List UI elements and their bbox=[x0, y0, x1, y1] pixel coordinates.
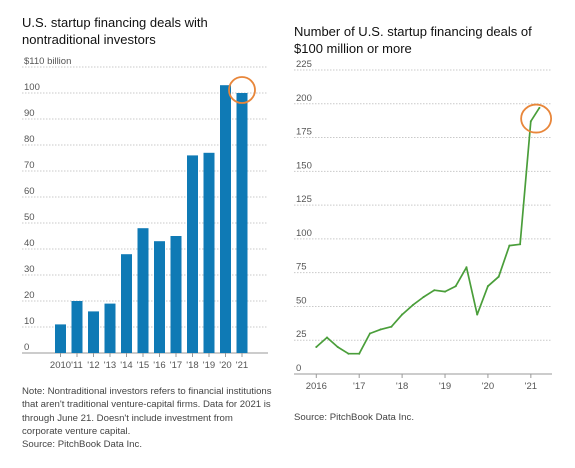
data-point bbox=[326, 336, 329, 339]
data-point bbox=[315, 345, 318, 348]
y-tick-label: 25 bbox=[296, 329, 307, 340]
x-tick-label: '17 bbox=[170, 360, 182, 371]
y-tick-label: 50 bbox=[296, 295, 307, 306]
y-tick-label: 0 bbox=[24, 342, 29, 353]
bar bbox=[121, 254, 132, 353]
y-tick-label: 70 bbox=[24, 160, 35, 171]
data-point bbox=[336, 345, 339, 348]
data-point bbox=[379, 328, 382, 331]
y-tick-label: $110 billion bbox=[24, 56, 71, 67]
y-tick-label: 60 bbox=[24, 186, 35, 197]
y-tick-label: 50 bbox=[24, 212, 35, 223]
note-text: Note: Nontraditional investors refers to… bbox=[22, 386, 272, 437]
x-tick-label: '14 bbox=[120, 360, 132, 371]
x-tick-label: '11 bbox=[71, 360, 83, 371]
x-tick-label: '13 bbox=[104, 360, 116, 371]
x-tick-label: '15 bbox=[137, 360, 149, 371]
bar bbox=[170, 236, 182, 353]
data-point bbox=[411, 304, 414, 307]
data-point bbox=[358, 352, 361, 355]
data-point bbox=[529, 120, 532, 123]
left-chart-note: Note: Nontraditional investors refers to… bbox=[22, 385, 272, 451]
y-tick-label: 150 bbox=[296, 160, 312, 171]
x-tick-label: '16 bbox=[153, 360, 165, 371]
right-source-text: Source: PitchBook Data Inc. bbox=[294, 412, 414, 423]
data-point bbox=[476, 313, 479, 316]
data-point bbox=[347, 352, 350, 355]
bar bbox=[220, 85, 231, 353]
y-tick-label: 90 bbox=[24, 108, 35, 119]
y-tick-label: 20 bbox=[24, 290, 35, 301]
x-tick-label: 2016 bbox=[306, 381, 327, 392]
x-tick-label: '21 bbox=[236, 360, 248, 371]
y-tick-label: 40 bbox=[24, 238, 35, 249]
highlight-circle bbox=[228, 76, 256, 104]
data-point bbox=[422, 295, 425, 298]
x-tick-label: '20 bbox=[219, 360, 231, 371]
y-tick-label: 200 bbox=[296, 93, 312, 104]
bar bbox=[104, 303, 116, 353]
data-point bbox=[401, 313, 404, 316]
data-point bbox=[454, 285, 457, 288]
bar bbox=[137, 228, 149, 353]
x-tick-label: '21 bbox=[525, 381, 537, 392]
data-point bbox=[433, 289, 436, 292]
x-tick-label: '18 bbox=[396, 381, 408, 392]
highlight-circle bbox=[520, 103, 553, 134]
y-tick-label: 125 bbox=[296, 194, 312, 205]
x-tick-label: '12 bbox=[87, 360, 99, 371]
left-source-text: Source: PitchBook Data Inc. bbox=[22, 439, 142, 451]
right-chart-title: Number of U.S. startup financing deals o… bbox=[294, 24, 532, 56]
data-point bbox=[444, 290, 447, 293]
bar bbox=[236, 93, 248, 353]
x-tick-label: 2010 bbox=[50, 360, 71, 371]
bar bbox=[187, 155, 198, 353]
y-tick-label: 0 bbox=[296, 363, 301, 374]
bar bbox=[55, 324, 66, 353]
y-tick-label: 225 bbox=[296, 59, 312, 70]
left-chart-title: U.S. startup financing deals with nontra… bbox=[22, 15, 208, 47]
x-tick-label: '18 bbox=[186, 360, 198, 371]
y-tick-label: 10 bbox=[24, 316, 35, 327]
bar bbox=[154, 241, 165, 353]
data-point bbox=[538, 106, 541, 109]
y-tick-label: 100 bbox=[296, 228, 312, 239]
y-tick-label: 80 bbox=[24, 134, 35, 145]
y-tick-label: 30 bbox=[24, 264, 35, 275]
data-point bbox=[465, 266, 468, 269]
x-tick-label: '19 bbox=[439, 381, 451, 392]
y-tick-label: 100 bbox=[24, 82, 40, 93]
series-line bbox=[315, 107, 541, 355]
x-tick-label: '20 bbox=[482, 381, 494, 392]
y-tick-label: 175 bbox=[296, 127, 312, 138]
x-tick-label: '19 bbox=[203, 360, 215, 371]
y-tick-label: 75 bbox=[296, 262, 307, 273]
data-point bbox=[497, 275, 500, 278]
data-point bbox=[519, 243, 522, 246]
bar bbox=[71, 301, 83, 353]
bar bbox=[203, 152, 215, 353]
x-tick-label: '17 bbox=[353, 381, 365, 392]
data-point bbox=[390, 325, 393, 328]
data-point bbox=[368, 332, 371, 335]
data-point bbox=[508, 244, 511, 247]
bar bbox=[88, 311, 99, 353]
data-point bbox=[486, 285, 489, 288]
